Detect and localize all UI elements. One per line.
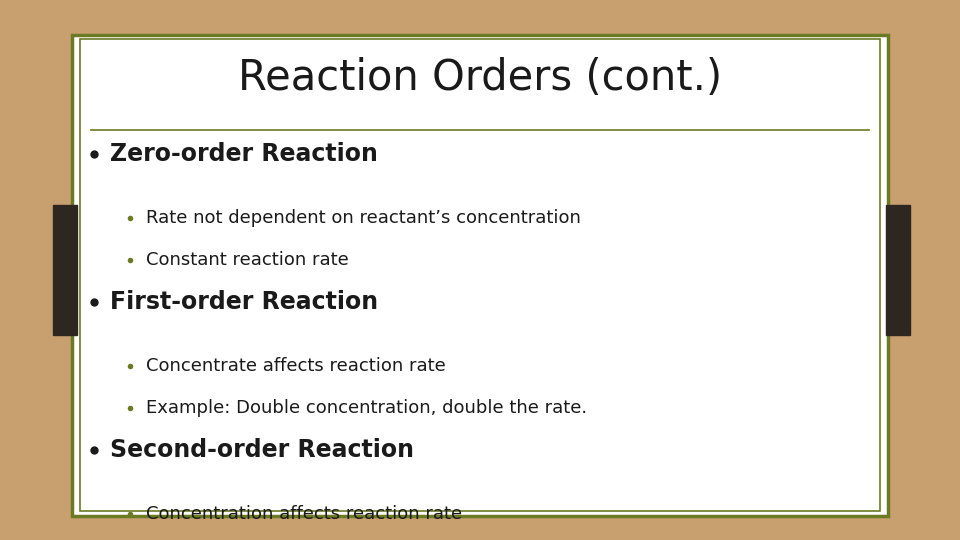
Bar [886,205,910,335]
FancyBboxPatch shape [72,35,888,516]
Text: Example: Double concentration, double the rate.: Example: Double concentration, double th… [146,399,588,417]
Text: Concentration affects reaction rate: Concentration affects reaction rate [146,504,462,523]
Text: Second-order Reaction: Second-order Reaction [110,438,415,462]
Text: Reaction Orders (cont.): Reaction Orders (cont.) [238,57,722,99]
Text: Constant reaction rate: Constant reaction rate [146,251,348,269]
Text: Zero-order Reaction: Zero-order Reaction [110,142,378,166]
Text: Rate not dependent on reactant’s concentration: Rate not dependent on reactant’s concent… [146,208,581,227]
Bar [53,205,77,335]
Text: Concentrate affects reaction rate: Concentrate affects reaction rate [146,356,445,375]
Text: First-order Reaction: First-order Reaction [110,290,378,314]
